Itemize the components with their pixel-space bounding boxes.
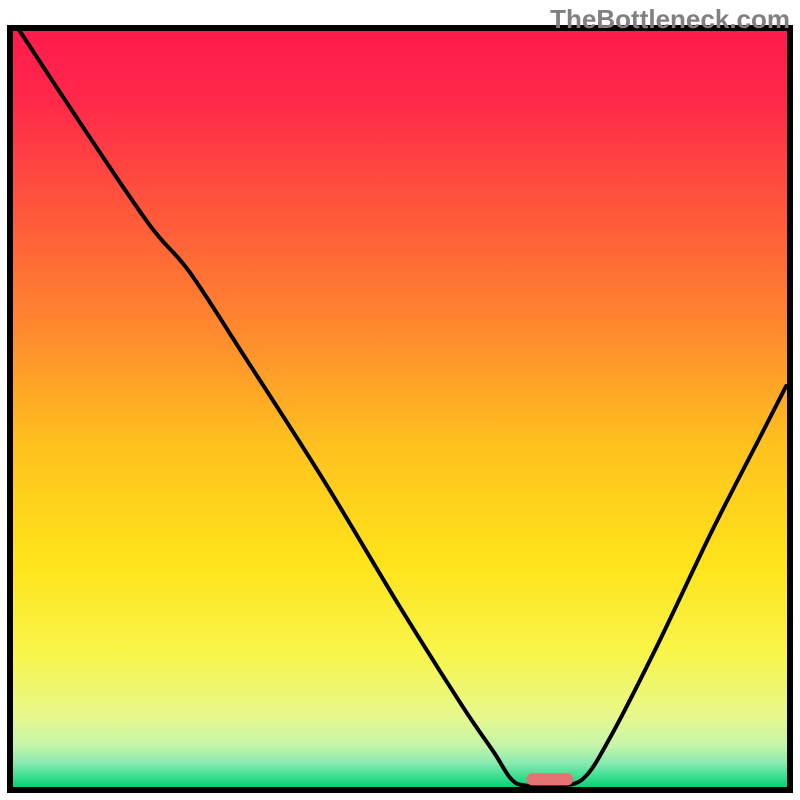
gradient-chart xyxy=(0,0,800,800)
chart-container: TheBottleneck.com xyxy=(0,0,800,800)
watermark-text: TheBottleneck.com xyxy=(550,4,790,35)
chart-background xyxy=(10,28,790,790)
optimum-marker xyxy=(526,773,573,785)
